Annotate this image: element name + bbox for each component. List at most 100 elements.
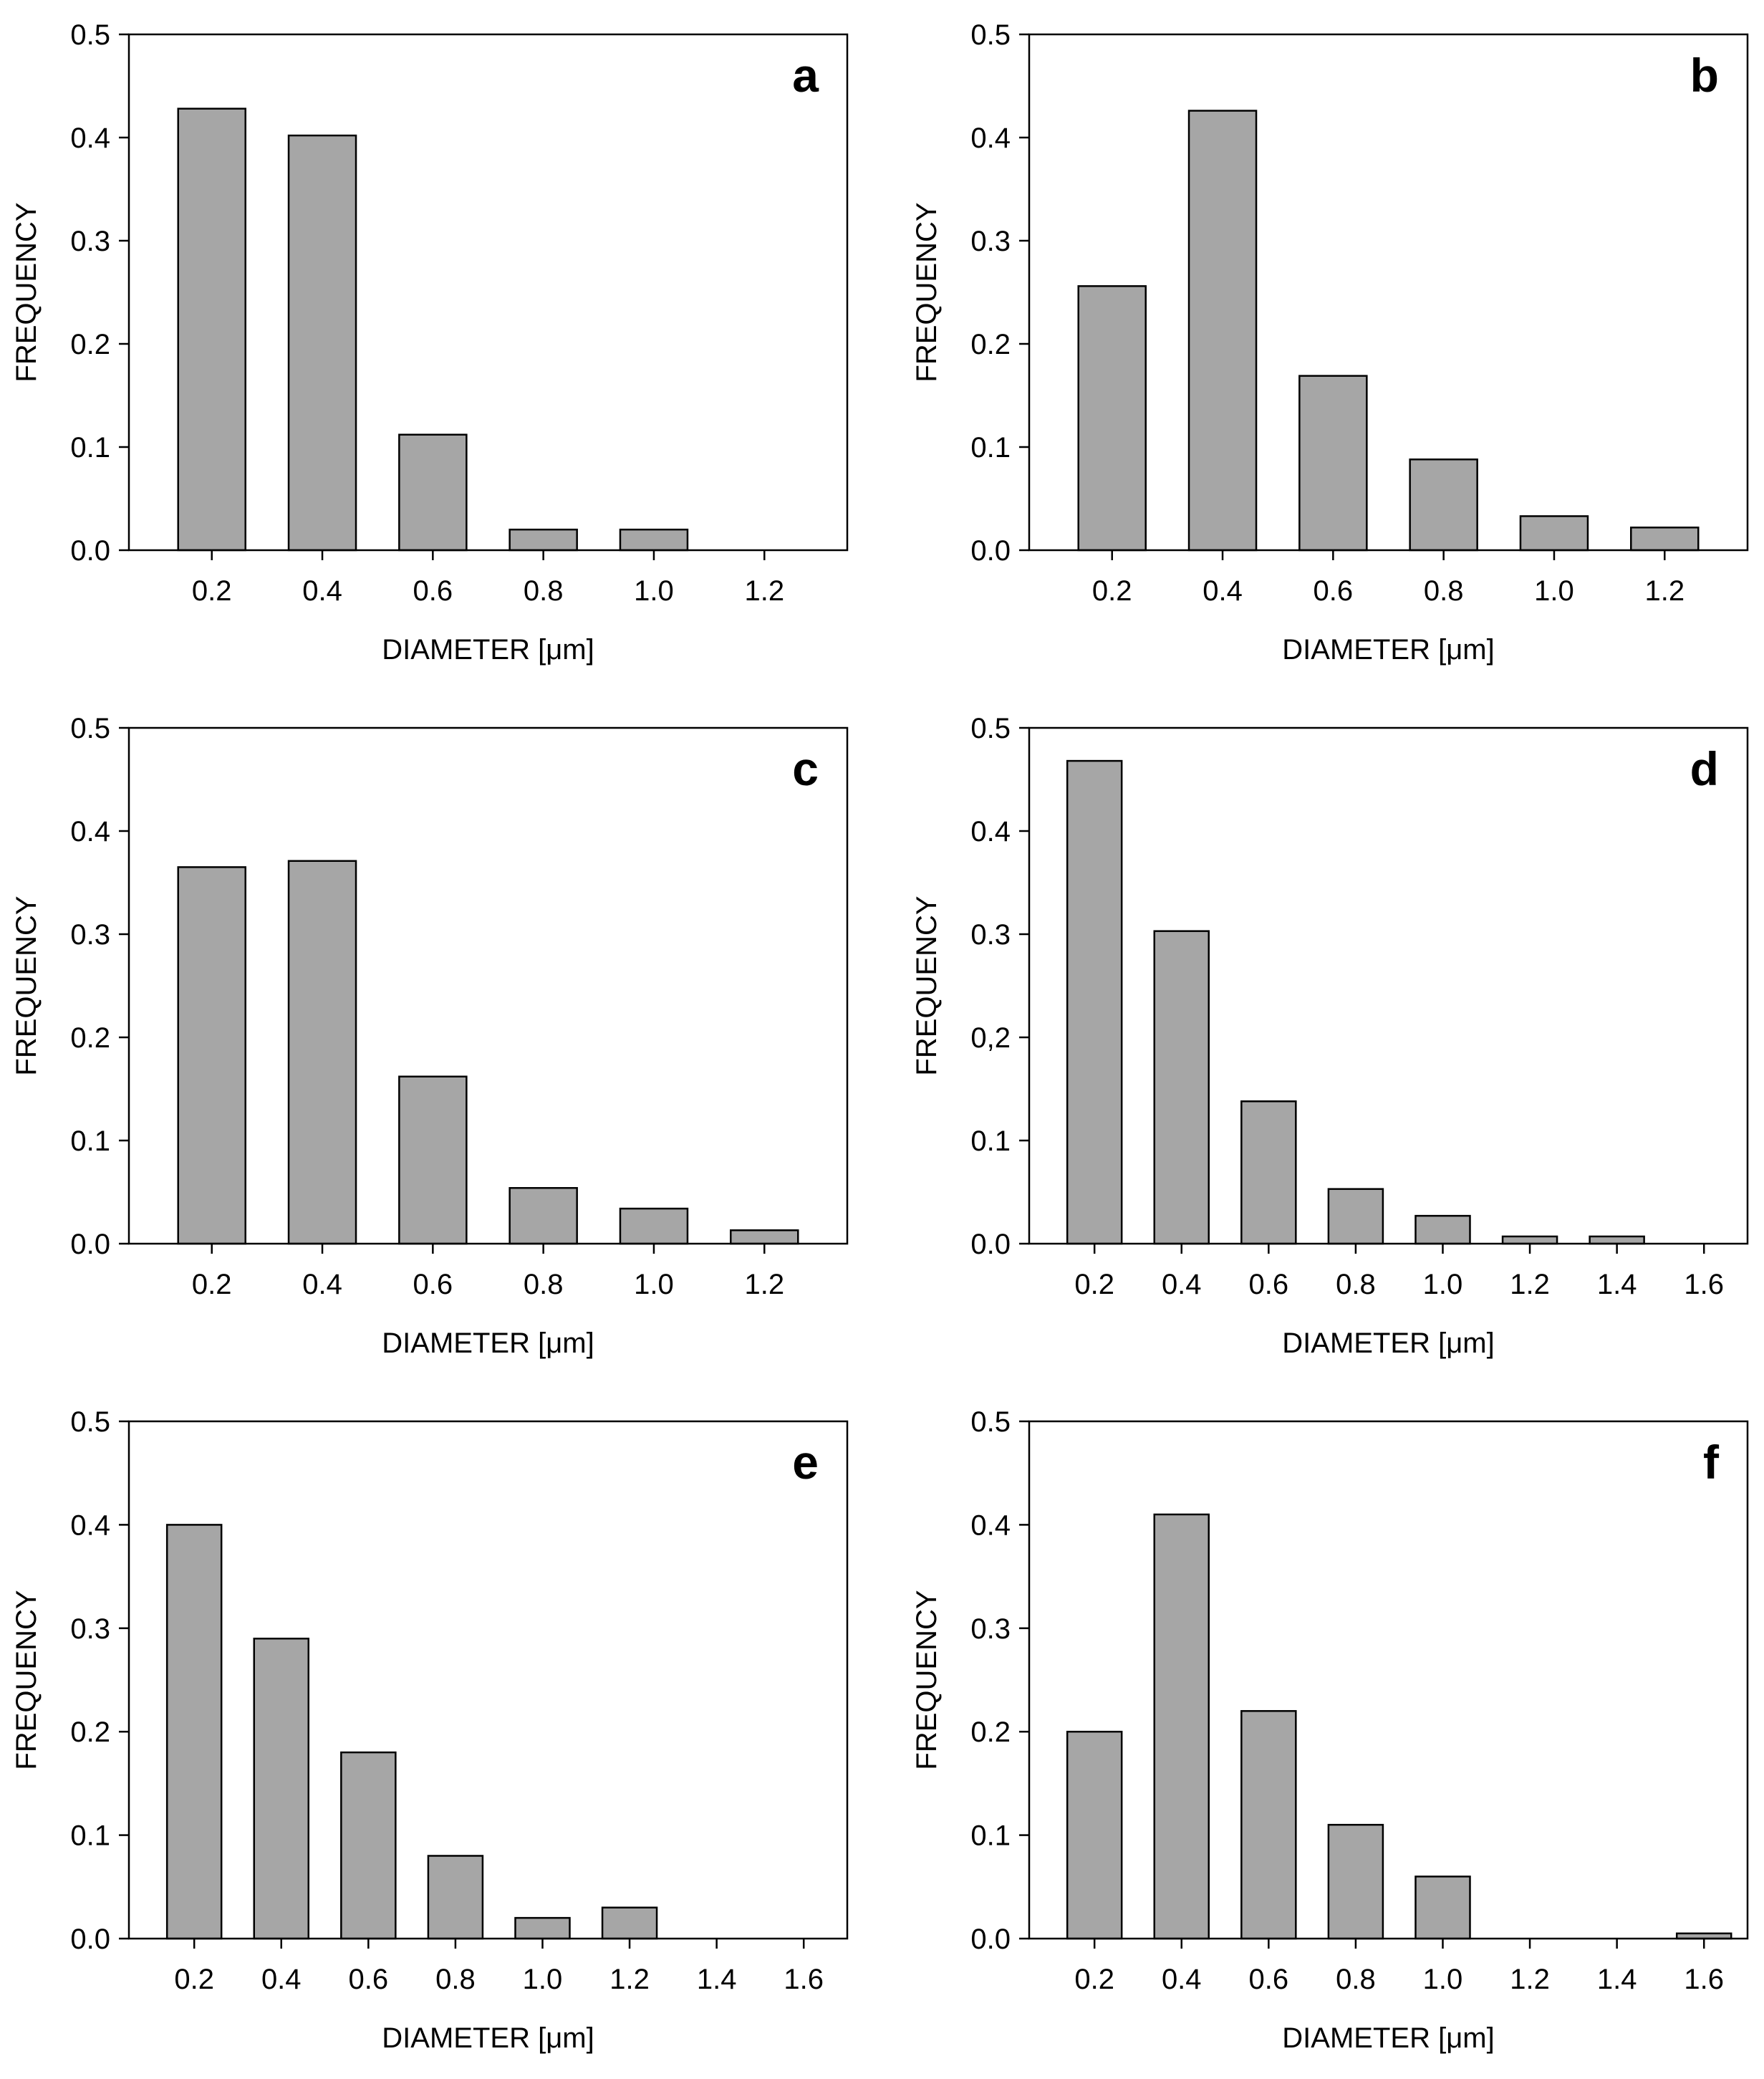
y-tick-label: 0.0 — [970, 1924, 1011, 1955]
x-axis-title: DIAMETER [μm] — [382, 2022, 594, 2054]
x-tick-label: 0.8 — [435, 1964, 476, 1995]
x-tick-label: 1.6 — [1684, 1269, 1724, 1300]
panel-label: d — [1690, 742, 1719, 795]
bar — [165, 1524, 223, 1940]
x-tick-label: 1.0 — [1534, 575, 1574, 607]
y-tick-label: 0.0 — [70, 1229, 110, 1260]
x-tick-label: 0.2 — [1074, 1964, 1114, 1995]
x-tick-label: 1.6 — [784, 1964, 824, 1995]
y-tick-label: 0.1 — [970, 1820, 1011, 1852]
y-tick-label: 0.0 — [70, 535, 110, 567]
bar — [1414, 1876, 1471, 1940]
bar — [1589, 1235, 1645, 1245]
x-tick-label: 1.0 — [1423, 1269, 1463, 1300]
y-tick-label: 0.2 — [970, 329, 1011, 360]
x-tick-label: 0.6 — [413, 1269, 453, 1300]
bar — [509, 1186, 578, 1245]
y-tick-label: 0.1 — [70, 1125, 110, 1157]
bar — [601, 1906, 658, 1940]
panel-label: f — [1703, 1436, 1720, 1489]
bar — [1240, 1100, 1297, 1245]
x-tick-label: 0.2 — [192, 1269, 232, 1300]
y-tick-label: 0.4 — [70, 1509, 110, 1541]
x-tick-label: 1.0 — [634, 575, 674, 607]
bar — [287, 134, 357, 552]
panel-b: 0.0 0.1 0.2 0.3 0.4 0.5 0.2 0.4 0.6 0.8 1.0 1.2 DIAM… — [911, 19, 1749, 666]
x-tick-label: 1.2 — [1644, 575, 1685, 607]
plot-frame — [127, 1420, 849, 1940]
y-tick-label: 0.3 — [70, 1613, 110, 1645]
y-tick-label: 0.5 — [70, 19, 110, 51]
x-tick-label: 0.8 — [1336, 1964, 1376, 1995]
bar — [287, 860, 357, 1245]
panel-d: 0.0 0.1 0,2 0.3 0.4 0.5 0.2 0.4 0.6 0.8 1.0 1.2 1.4 1… — [911, 713, 1749, 1359]
y-tick-label: 0.1 — [70, 432, 110, 464]
x-tick-label: 0.6 — [349, 1964, 389, 1995]
bar — [340, 1751, 397, 1940]
x-tick-label: 1.0 — [634, 1269, 674, 1300]
bar — [1327, 1823, 1384, 1940]
y-tick-label: 0.5 — [70, 713, 110, 744]
bar — [177, 866, 246, 1245]
y-tick-label: 0.0 — [70, 1924, 110, 1955]
y-tick-label: 0.0 — [970, 535, 1011, 567]
y-tick-label: 0.5 — [970, 19, 1011, 51]
x-tick-label: 1.2 — [609, 1964, 650, 1995]
bar — [619, 528, 689, 552]
y-tick-label: 0.5 — [70, 1406, 110, 1438]
x-tick-label: 1.4 — [1597, 1964, 1637, 1995]
y-tick-label: 0.3 — [970, 1613, 1011, 1645]
y-tick-label: 0.2 — [70, 1022, 110, 1054]
y-tick-label: 0.4 — [70, 123, 110, 154]
x-tick-label: 0.6 — [1249, 1964, 1289, 1995]
bar — [514, 1916, 571, 1940]
bar — [1414, 1214, 1471, 1245]
y-tick-label: 0.2 — [970, 1717, 1011, 1748]
x-tick-label: 0.8 — [1424, 575, 1464, 607]
plot-frame — [1028, 33, 1749, 552]
x-axis-title: DIAMETER [μm] — [1282, 1327, 1494, 1359]
plot-frame — [127, 33, 849, 552]
y-tick-label: 0,2 — [970, 1022, 1011, 1054]
y-tick-label: 0.3 — [970, 919, 1011, 951]
bar — [177, 107, 246, 552]
x-tick-label: 1.2 — [744, 575, 784, 607]
bar — [427, 1855, 484, 1940]
y-axis-title: FREQUENCY — [911, 1590, 943, 1770]
x-tick-label: 0.2 — [192, 575, 232, 607]
bar — [1153, 1513, 1210, 1940]
y-tick-label: 0.2 — [70, 329, 110, 360]
x-tick-label: 0.2 — [1074, 1269, 1114, 1300]
x-tick-label: 1.4 — [1597, 1269, 1637, 1300]
bar — [1519, 515, 1589, 552]
bar — [398, 1075, 468, 1245]
bar — [1409, 458, 1478, 552]
panel-label: a — [792, 49, 819, 102]
bar — [1153, 930, 1210, 1245]
panel-e: 0.0 0.1 0.2 0.3 0.4 0.5 0.2 0.4 0.6 0.8 1.0 1.2 1.4 1… — [11, 1406, 849, 2054]
bar — [1066, 1730, 1123, 1940]
bar — [730, 1229, 799, 1245]
y-tick-label: 0.5 — [970, 713, 1011, 744]
x-axis-title: DIAMETER [μm] — [382, 1327, 594, 1359]
panel-a: 0.0 0.1 0.2 0.3 0.4 0.5 0.2 0.4 0.6 0.8 1.0 1.2 DIAM… — [11, 19, 849, 666]
panel-label: e — [792, 1436, 819, 1489]
x-axis-title: DIAMETER [μm] — [1282, 2022, 1494, 2054]
x-axis-title: DIAMETER [μm] — [1282, 634, 1494, 666]
bar — [1298, 375, 1368, 552]
y-tick-label: 0.1 — [70, 1820, 110, 1852]
x-tick-label: 1.6 — [1684, 1964, 1724, 1995]
x-tick-label: 1.0 — [523, 1964, 563, 1995]
y-tick-label: 0.1 — [970, 432, 1011, 464]
x-tick-label: 0.4 — [302, 575, 342, 607]
panel-label: c — [792, 742, 819, 795]
y-tick-label: 0.0 — [970, 1229, 1011, 1260]
y-tick-label: 0.4 — [70, 816, 110, 848]
bar — [1630, 527, 1700, 552]
bar — [1077, 285, 1147, 552]
y-axis-title: FREQUENCY — [911, 896, 943, 1075]
panel-c: 0.0 0.1 0.2 0.3 0.4 0.5 0.2 0.4 0.6 0.8 1.0 1.2 DIAM… — [11, 713, 849, 1359]
y-tick-label: 0.3 — [970, 226, 1011, 257]
x-tick-label: 0.4 — [1162, 1269, 1202, 1300]
